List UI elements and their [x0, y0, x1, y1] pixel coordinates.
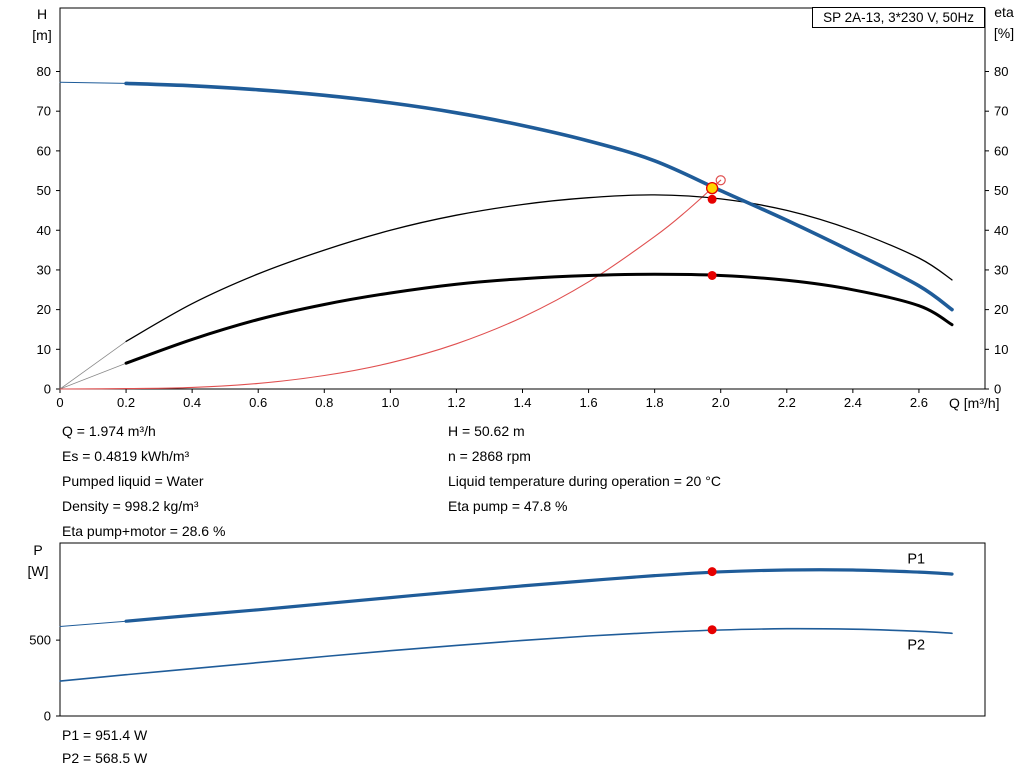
x-tick-label: 0.4: [183, 395, 201, 410]
info-head: H = 50.62 m: [448, 423, 525, 439]
duty-data-right-column: H = 50.62 m n = 2868 rpm Liquid temperat…: [448, 419, 721, 519]
p-axis-unit: [W]: [27, 563, 49, 579]
y-tick-label-left: 0: [44, 709, 51, 724]
y-tick-label-right: 0: [994, 382, 1001, 397]
hq-efficiency-chart: 0 0.2 0.4 0.6 0.8 1.0 1.2 1.4 1.6 1.8 2.0 2.2 2.4 2.6…: [37, 7, 1008, 410]
x-tick-label: 1.2: [447, 395, 465, 410]
x-tick-label: 0.2: [117, 395, 135, 410]
y-tick-label-right: 50: [994, 183, 1008, 198]
curve-hq-leadin: [59, 81, 127, 84]
plot-frame: [59, 542, 986, 717]
power-chart: 0 500 P1 P2: [29, 542, 986, 724]
info-flow: Q = 1.974 m³/h: [62, 423, 156, 439]
x-tick-label: 0: [56, 395, 63, 410]
info-density: Density = 998.2 kg/m³: [62, 498, 199, 514]
x-tick-label: 2.0: [712, 395, 730, 410]
curve-eta-pump-motor-leadin: [59, 362, 127, 390]
duty-point-marker: [705, 181, 719, 195]
info-eta-pump-motor: Eta pump+motor = 28.6 %: [62, 523, 226, 539]
curve-eta-pump-leadin: [59, 341, 127, 390]
info-pumped-liquid: Pumped liquid = Water: [62, 473, 204, 489]
y-tick-label-right: 80: [994, 64, 1008, 79]
eta-axis-symbol: eta: [994, 4, 1014, 20]
p-axis-symbol: P: [33, 542, 43, 558]
plot-frame: [59, 7, 986, 390]
curve-p2-curve: [59, 627, 953, 682]
y-tick-label-left: 80: [37, 64, 51, 79]
p1-value: P1 = 951.4 W: [62, 727, 148, 743]
curve-system-curve: [59, 179, 722, 390]
y-tick-label-right: 10: [994, 342, 1008, 357]
y-tick-label-left: 40: [37, 223, 51, 238]
y-tick-label-left: 10: [37, 342, 51, 357]
x-tick-label: 2.6: [910, 395, 928, 410]
x-tick-label: 1.8: [646, 395, 664, 410]
y-tick-label-left: 70: [37, 104, 51, 119]
eta-pump-point: [707, 194, 717, 204]
p2-curve-label: P2: [907, 638, 925, 654]
x-tick-label: 0.6: [249, 395, 267, 410]
y-tick-label-left: 20: [37, 302, 51, 317]
info-specific-energy: Es = 0.4819 kWh/m³: [62, 448, 190, 464]
power-values-block: P1 = 951.4 W P2 = 568.5 W: [62, 724, 147, 770]
y-tick-label-left: 30: [37, 262, 51, 277]
curve-eta-pump: [125, 194, 953, 343]
curve-p1-curve: [124, 568, 954, 623]
y-tick-label-right: 30: [994, 262, 1008, 277]
y-tick-label-left: 60: [37, 143, 51, 158]
x-tick-label: 2.4: [844, 395, 862, 410]
pump-model-box: SP 2A-13, 3*230 V, 50Hz: [812, 7, 985, 28]
info-eta-pump: Eta pump = 47.8 %: [448, 498, 568, 514]
p-axis-label: P [W]: [20, 540, 56, 582]
curve-hq-curve: [124, 81, 954, 312]
y-tick-label-left: 0: [44, 382, 51, 397]
y-tick-label-left: 500: [29, 633, 51, 648]
duty-data-left-column: Q = 1.974 m³/h Es = 0.4819 kWh/m³ Pumped…: [62, 419, 225, 544]
h-axis-symbol: H: [36, 6, 48, 22]
p2-point: [707, 625, 717, 635]
x-tick-label: 1.4: [513, 395, 531, 410]
x-tick-label: 1.0: [381, 395, 399, 410]
h-axis-unit: [m]: [32, 27, 52, 43]
curve-eta-pump-motor: [124, 272, 954, 365]
p2-value: P2 = 568.5 W: [62, 750, 148, 766]
h-axis-label: H [m]: [24, 4, 60, 46]
y-tick-label-right: 20: [994, 302, 1008, 317]
p1-curve-label: P1: [907, 551, 925, 567]
curve-p1-leadin: [59, 620, 127, 627]
system-curve-end: [715, 175, 726, 186]
info-liquid-temperature: Liquid temperature during operation = 20…: [448, 473, 721, 489]
q-axis-label: Q [m³/h]: [949, 395, 1000, 411]
x-tick-label: 1.6: [580, 395, 598, 410]
eta-pump-motor-point: [707, 270, 717, 280]
x-tick-label: 2.2: [778, 395, 796, 410]
p1-point: [707, 567, 717, 577]
y-tick-label-right: 40: [994, 223, 1008, 238]
info-speed: n = 2868 rpm: [448, 448, 531, 464]
eta-axis-label: eta [%]: [985, 2, 1023, 44]
y-tick-label-right: 60: [994, 143, 1008, 158]
x-tick-label: 0.8: [315, 395, 333, 410]
eta-axis-unit: [%]: [993, 25, 1015, 41]
y-tick-label-right: 70: [994, 104, 1008, 119]
y-tick-label-left: 50: [37, 183, 51, 198]
